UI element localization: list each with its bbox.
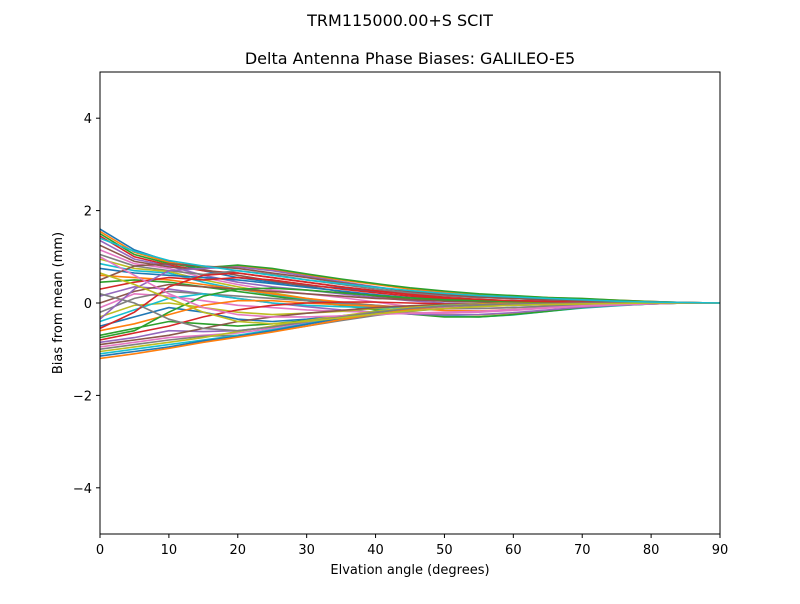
y-tick-label: −2 bbox=[73, 389, 92, 404]
y-axis-label: Bias from mean (mm) bbox=[51, 232, 66, 374]
x-tick-label: 70 bbox=[574, 543, 591, 558]
y-axis-ticks: −4 −2 0 2 4 bbox=[73, 112, 100, 497]
x-tick-label: 0 bbox=[96, 543, 104, 558]
y-tick-label: 0 bbox=[84, 297, 92, 312]
x-axis-label: Elvation angle (degrees) bbox=[330, 563, 489, 578]
series-line bbox=[99, 272, 720, 325]
x-tick-label: 40 bbox=[367, 543, 384, 558]
series-line bbox=[99, 256, 720, 318]
x-tick-label: 10 bbox=[161, 543, 178, 558]
x-tick-label: 20 bbox=[230, 543, 247, 558]
x-tick-label: 50 bbox=[436, 543, 453, 558]
series-line bbox=[99, 237, 721, 304]
x-tick-label: 30 bbox=[298, 543, 315, 558]
x-tick-label: 80 bbox=[643, 543, 660, 558]
y-tick-label: −4 bbox=[73, 482, 92, 497]
y-tick-label: 2 bbox=[84, 205, 92, 220]
figure-suptitle: TRM115000.00+S SCIT bbox=[306, 11, 493, 30]
x-tick-label: 90 bbox=[712, 543, 729, 558]
series-lines bbox=[99, 228, 721, 360]
x-tick-label: 60 bbox=[505, 543, 522, 558]
x-axis-ticks: 0 10 20 30 40 50 60 70 80 90 bbox=[96, 534, 728, 558]
chart-title: Delta Antenna Phase Biases: GALILEO-E5 bbox=[245, 49, 575, 68]
y-tick-label: 4 bbox=[84, 112, 92, 127]
